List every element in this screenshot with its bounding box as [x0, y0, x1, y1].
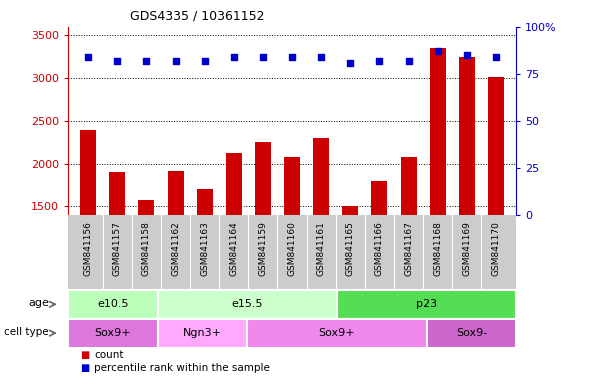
Text: GSM841167: GSM841167: [404, 221, 413, 276]
Text: Sox9+: Sox9+: [319, 328, 355, 338]
Bar: [401, 157, 417, 215]
Bar: [226, 152, 242, 215]
Point: [346, 60, 355, 66]
Bar: [255, 142, 271, 215]
Point: [491, 54, 500, 60]
Bar: [488, 77, 504, 215]
Text: GSM841160: GSM841160: [287, 221, 297, 276]
Text: GSM841169: GSM841169: [462, 221, 471, 276]
Bar: [80, 129, 96, 215]
Text: GSM841168: GSM841168: [433, 221, 442, 276]
Text: count: count: [94, 350, 124, 360]
Point: [171, 58, 181, 64]
Bar: [430, 48, 445, 215]
Point: [200, 58, 209, 64]
Point: [142, 58, 151, 64]
Text: GSM841156: GSM841156: [84, 221, 93, 276]
Bar: [371, 181, 388, 215]
Point: [462, 52, 471, 58]
Text: GSM841166: GSM841166: [375, 221, 384, 276]
Text: GSM841162: GSM841162: [171, 221, 180, 276]
Point: [287, 54, 297, 60]
Point: [433, 48, 442, 55]
Bar: [139, 200, 155, 215]
Point: [113, 58, 122, 64]
Text: GSM841170: GSM841170: [491, 221, 500, 276]
Bar: [459, 57, 475, 215]
Text: p23: p23: [416, 299, 437, 310]
Text: GSM841163: GSM841163: [200, 221, 209, 276]
Point: [84, 54, 93, 60]
Text: ■: ■: [80, 350, 89, 360]
Bar: [109, 172, 125, 215]
Text: age: age: [28, 298, 49, 308]
Bar: [284, 157, 300, 215]
Text: Sox9-: Sox9-: [456, 328, 487, 338]
Text: percentile rank within the sample: percentile rank within the sample: [94, 363, 270, 373]
Text: ■: ■: [80, 363, 89, 373]
Point: [375, 58, 384, 64]
Text: GDS4335 / 10361152: GDS4335 / 10361152: [130, 10, 264, 23]
Bar: [168, 171, 183, 215]
Point: [229, 54, 238, 60]
Text: GSM841157: GSM841157: [113, 221, 122, 276]
Bar: [196, 189, 213, 215]
Point: [404, 58, 413, 64]
Text: GSM841164: GSM841164: [230, 221, 238, 276]
Bar: [342, 207, 358, 215]
Text: e10.5: e10.5: [97, 299, 129, 310]
Text: Sox9+: Sox9+: [94, 328, 131, 338]
Text: Ngn3+: Ngn3+: [183, 328, 222, 338]
Text: GSM841158: GSM841158: [142, 221, 151, 276]
Point: [258, 54, 268, 60]
Text: GSM841165: GSM841165: [346, 221, 355, 276]
Text: cell type: cell type: [4, 327, 49, 337]
Bar: [313, 138, 329, 215]
Point: [316, 54, 326, 60]
Text: GSM841159: GSM841159: [258, 221, 267, 276]
Text: e15.5: e15.5: [231, 299, 263, 310]
Text: GSM841161: GSM841161: [317, 221, 326, 276]
